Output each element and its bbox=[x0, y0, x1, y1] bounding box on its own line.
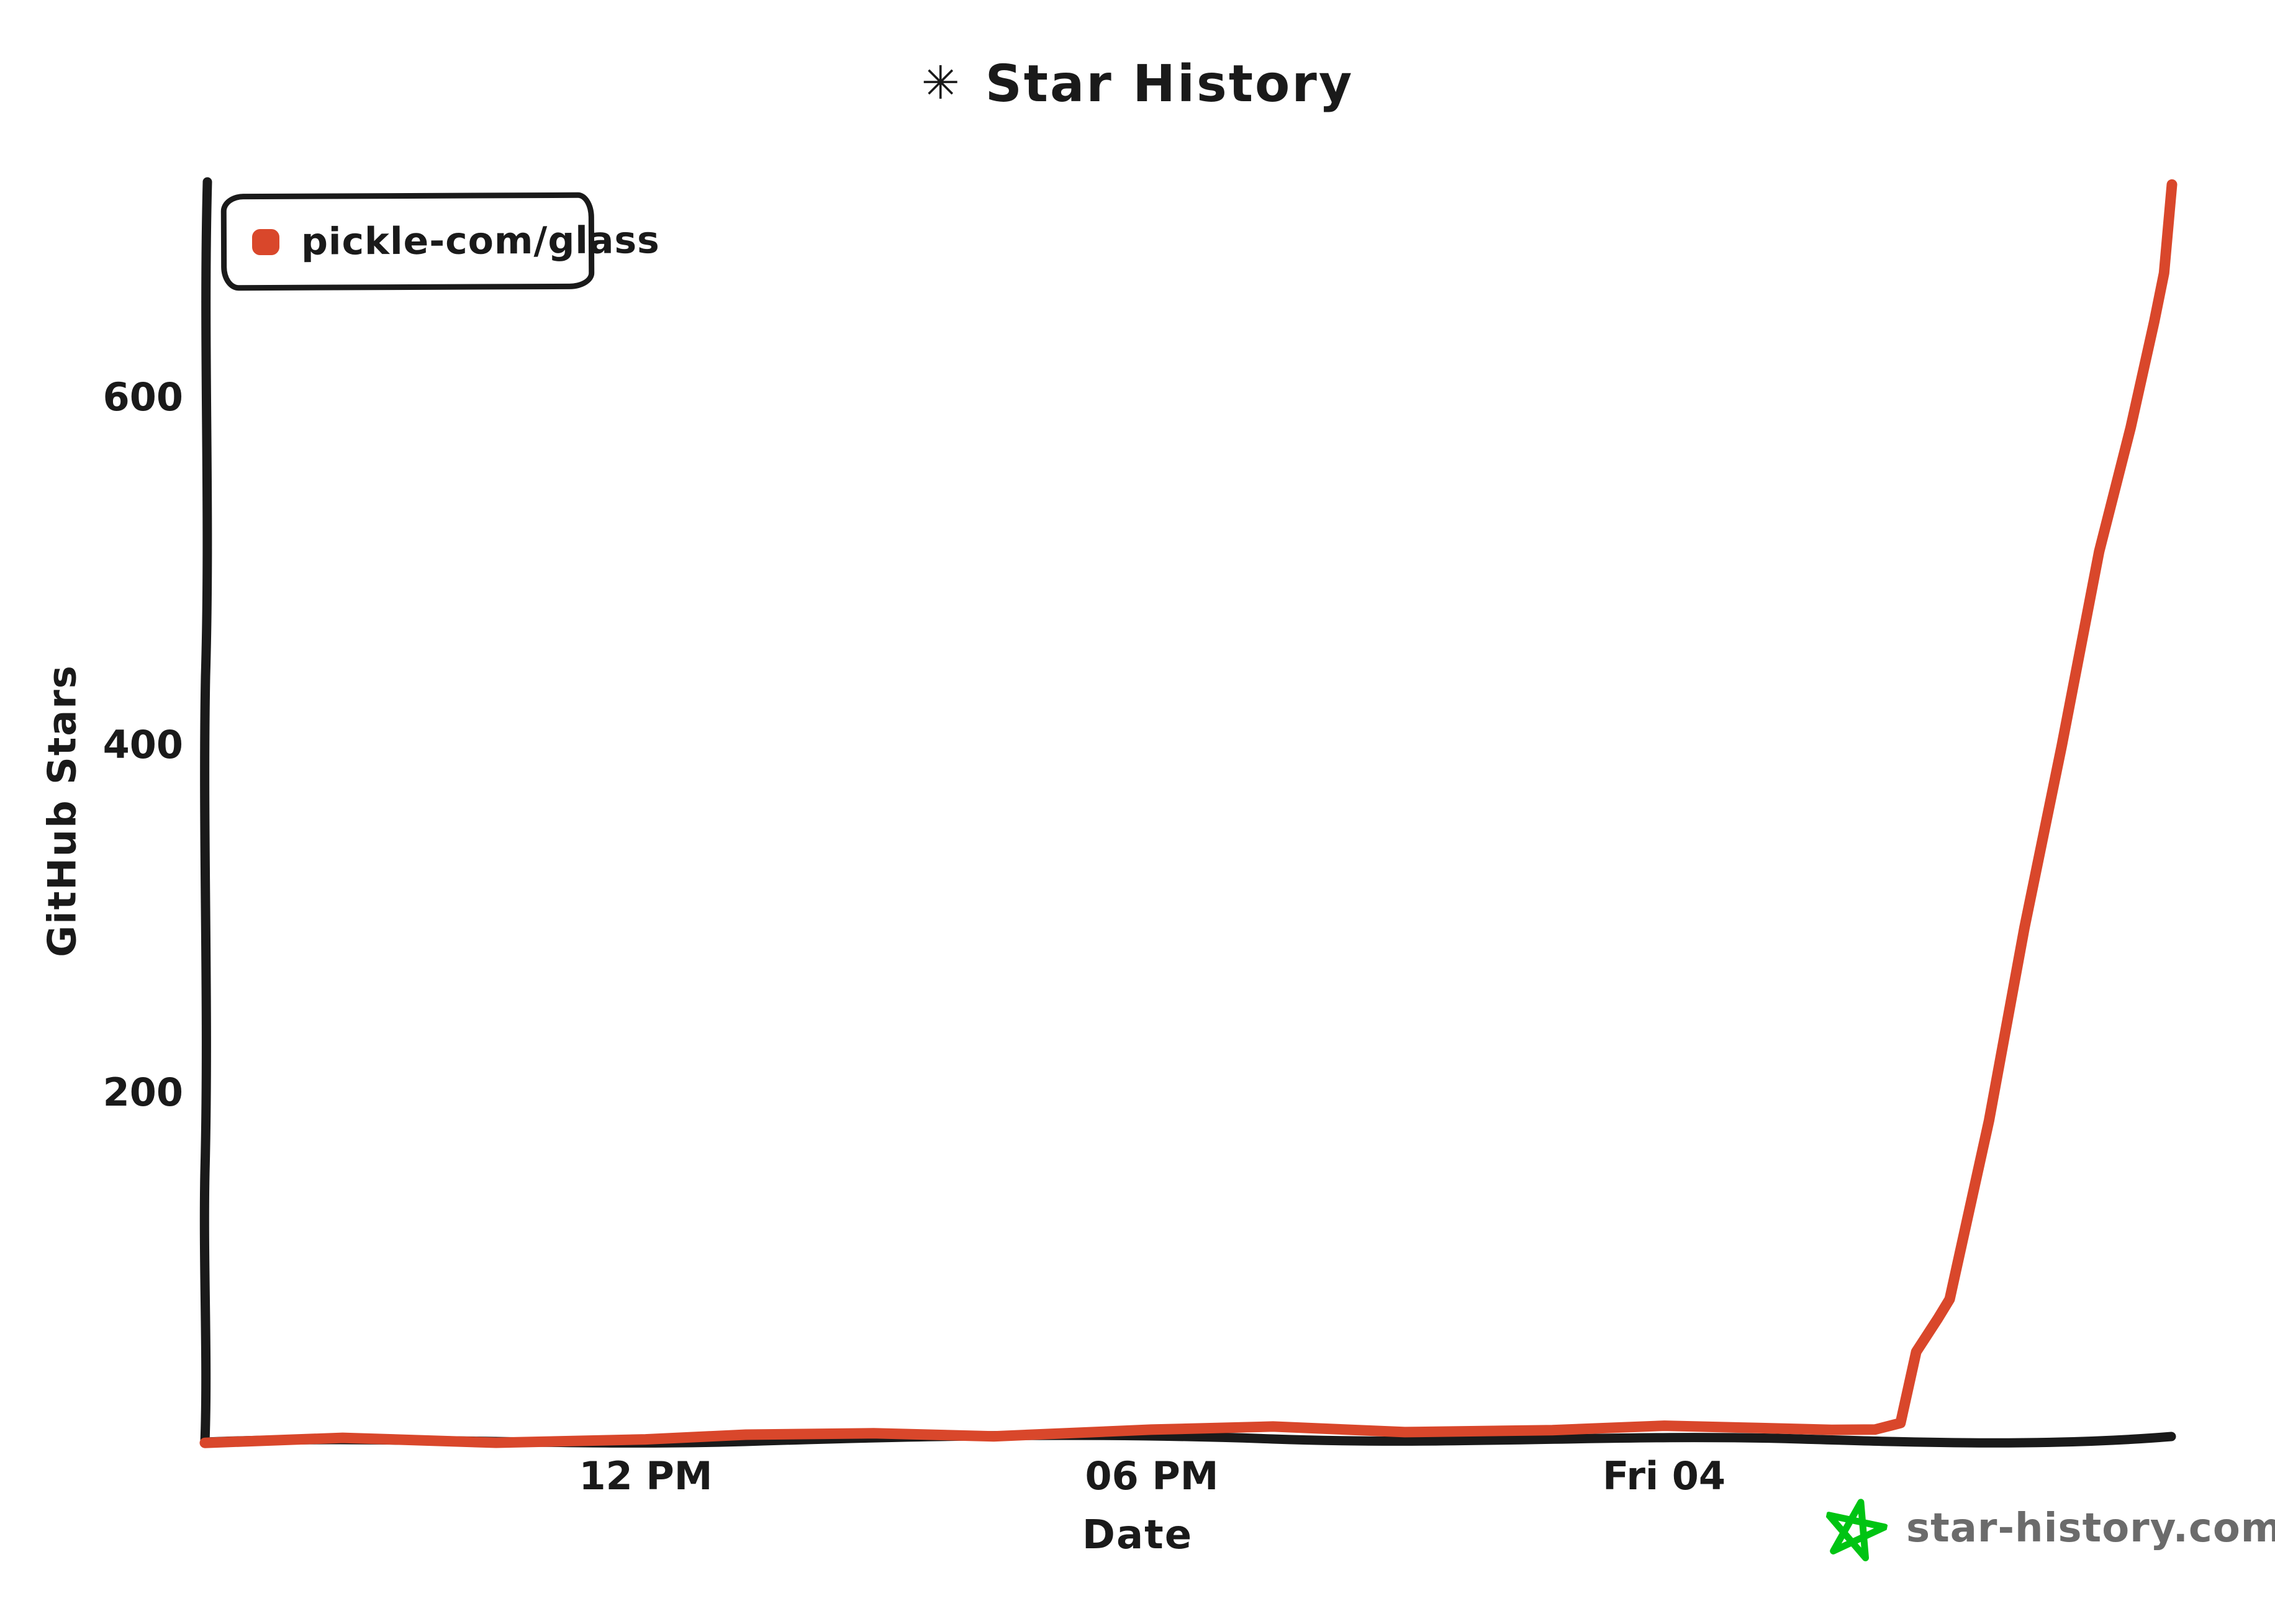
legend-label: pickle-com/glass bbox=[301, 219, 660, 264]
y-axis-line bbox=[199, 177, 212, 1447]
star-logo-icon bbox=[1825, 1499, 1888, 1561]
y-axis-title: GitHub Stars bbox=[39, 664, 85, 957]
asterisk-icon: ✳ bbox=[921, 56, 962, 110]
x-axis-title: Date bbox=[1082, 1512, 1193, 1558]
x-tick-fri04: Fri 04 bbox=[1602, 1453, 1726, 1499]
legend-marker-icon bbox=[251, 228, 280, 256]
x-tick-12pm: 12 PM bbox=[579, 1453, 713, 1499]
y-tick-200: 200 bbox=[102, 1070, 183, 1115]
y-tick-400: 400 bbox=[102, 722, 183, 767]
page-title-text: Star History bbox=[985, 55, 1354, 114]
page-title: ✳ Star History bbox=[0, 55, 2275, 114]
watermark: star-history.com bbox=[1824, 1496, 2275, 1561]
series-line bbox=[199, 179, 2178, 1448]
watermark-text: star-history.com bbox=[1906, 1505, 2275, 1551]
y-tick-600: 600 bbox=[102, 374, 183, 420]
legend: pickle-com/glass bbox=[220, 192, 660, 291]
x-tick-06pm: 06 PM bbox=[1085, 1453, 1219, 1499]
